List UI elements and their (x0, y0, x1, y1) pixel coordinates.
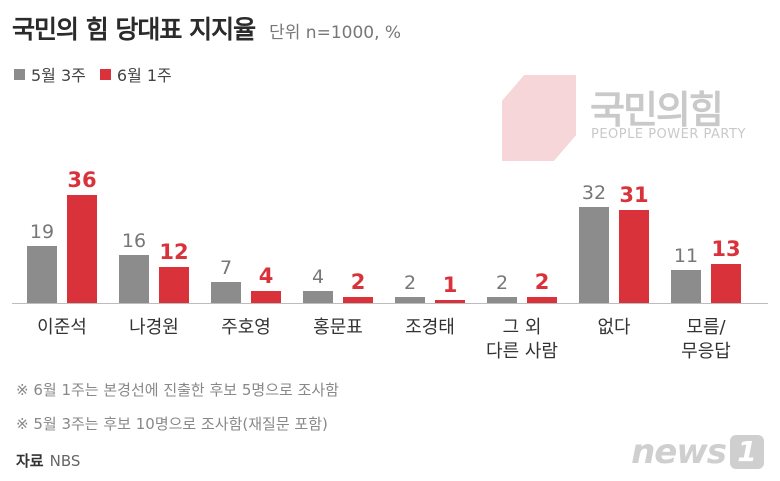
bar-1-3 (343, 297, 373, 303)
category-label-4-0: 조경태 (405, 317, 455, 338)
watermark-text: news (631, 432, 727, 472)
chart-title: 국민의 힘 당대표 지지율 (12, 15, 256, 44)
value-label-0-7: 11 (674, 245, 698, 267)
bar-0-6 (579, 207, 609, 303)
bar-1-4 (435, 300, 465, 303)
news1-watermark: news 1 (631, 432, 764, 472)
value-label-0-5: 2 (496, 272, 508, 294)
bar-1-1 (159, 267, 189, 303)
value-label-0-0: 19 (30, 221, 54, 243)
bar-1-6 (619, 210, 649, 303)
value-label-1-3: 2 (351, 270, 366, 294)
bar-0-3 (303, 291, 333, 303)
bar-0-7 (671, 270, 701, 303)
category-label-2-0: 주호영 (221, 317, 271, 338)
bar-1-2 (251, 291, 281, 303)
legend: 5월 3주 6월 1주 (14, 62, 186, 86)
value-label-1-7: 13 (711, 237, 740, 261)
category-label-1-0: 나경원 (129, 317, 179, 338)
category-label-6-0: 없다 (597, 317, 631, 338)
party-logo: 국민의힘 PEOPLE POWER PARTY (502, 75, 762, 165)
value-label-1-0: 36 (67, 168, 96, 192)
bar-0-5 (487, 297, 517, 303)
bar-0-1 (119, 255, 149, 303)
bar-0-4 (395, 297, 425, 303)
value-label-1-4: 1 (443, 273, 458, 297)
value-label-0-6: 32 (582, 182, 606, 204)
note-2: ※ 5월 3주는 후보 10명으로 조사함(재질문 포함) (16, 415, 328, 433)
value-label-1-5: 2 (535, 270, 550, 294)
value-label-1-1: 12 (159, 240, 188, 264)
source-value: NBS (49, 452, 81, 470)
category-label-5-0: 그 외 (503, 317, 542, 338)
bar-0-2 (211, 282, 241, 303)
legend-item-1: 6월 1주 (99, 62, 172, 86)
category-label-7-1: 무응답 (681, 341, 731, 362)
category-label-7-0: 모름/ (686, 317, 726, 338)
category-label-3-0: 홍문표 (313, 317, 363, 338)
legend-swatch-1 (99, 68, 111, 80)
value-label-0-3: 4 (312, 266, 324, 288)
unit-label: 단위 n=1000, % (269, 23, 402, 43)
bar-0-0 (27, 246, 57, 303)
legend-item-0: 5월 3주 (14, 62, 86, 86)
category-label-0-0: 이준석 (37, 317, 87, 338)
bar-1-0 (67, 195, 97, 303)
logo-shape-icon (502, 75, 576, 161)
source-label: 자료 (16, 452, 44, 470)
note-1: ※ 6월 1주는 본경선에 진출한 후보 5명으로 조사함 (16, 381, 339, 399)
bar-1-7 (711, 264, 741, 303)
source: 자료 NBS (16, 450, 80, 471)
legend-label-0: 5월 3주 (31, 66, 86, 85)
value-label-0-1: 16 (122, 230, 146, 252)
title-row: 국민의 힘 당대표 지지율 단위 n=1000, % (12, 10, 401, 46)
value-label-1-2: 4 (259, 264, 274, 288)
value-label-0-2: 7 (220, 257, 232, 279)
category-label-5-1: 다른 사람 (486, 341, 558, 362)
logo-name: 국민의힘 (590, 88, 724, 132)
bar-chart: 19 36 이준석 16 12 나경원 7 4 주호영 4 2 홍문표 2 1 조경태 2 2 그 외다른 사람 3… (12, 168, 768, 362)
watermark-mark: 1 (730, 435, 764, 469)
value-label-0-4: 2 (404, 272, 416, 294)
bar-1-5 (527, 297, 557, 303)
legend-label-1: 6월 1주 (116, 66, 172, 85)
legend-swatch-0 (14, 68, 25, 80)
logo-subtitle: PEOPLE POWER PARTY (591, 127, 746, 142)
value-label-1-6: 31 (619, 183, 648, 207)
